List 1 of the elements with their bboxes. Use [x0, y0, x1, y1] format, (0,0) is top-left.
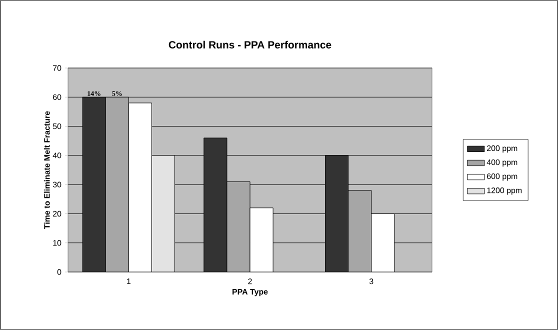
chart-title: Control Runs - PPA Performance: [168, 40, 332, 49]
